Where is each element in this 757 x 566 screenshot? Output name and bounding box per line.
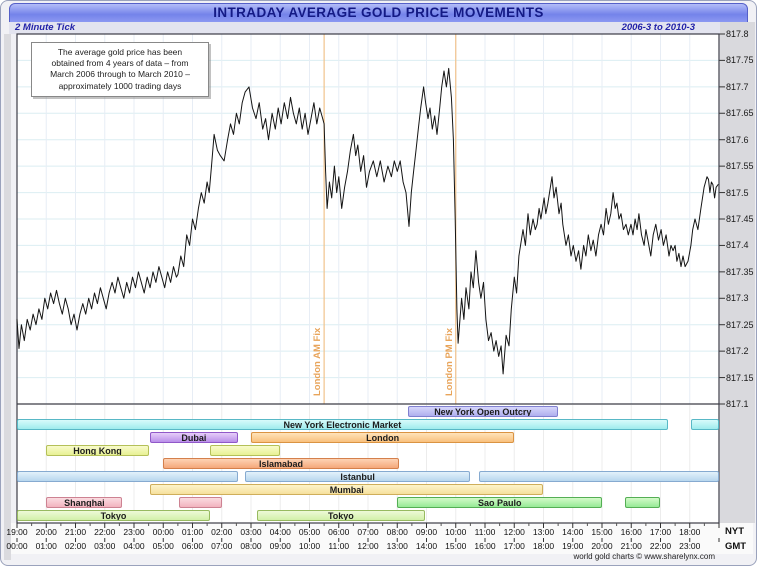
session-bar-islamabad: Islamabad [163, 458, 399, 469]
annotation-line: approximately 1000 trading days [58, 80, 182, 91]
x-tick-label-nyt: 12:00 [503, 527, 525, 537]
x-tick-label-nyt: 21:00 [64, 527, 87, 537]
y-tick-label: 817.65 [726, 108, 754, 119]
x-tick-label-gmt: 17:00 [503, 541, 525, 551]
fix-line-label: London PM Fix [444, 327, 455, 396]
session-bar-tokyo: Tokyo [256, 510, 425, 521]
x-tick-label-nyt: 11:00 [474, 527, 496, 537]
y-tick-label: 817.5 [726, 187, 749, 198]
y-tick-label: 817.55 [726, 161, 754, 172]
x-tick-label-gmt: 04:00 [123, 541, 145, 551]
x-tick-label-nyt: 05:00 [298, 527, 321, 537]
x-tick-label-nyt: 04:00 [269, 527, 291, 537]
x-tick-label-nyt: 13:00 [532, 527, 555, 537]
session-bar-dubai: Dubai [150, 432, 238, 443]
y-tick-label: 817.75 [726, 55, 754, 66]
session-bar-istanbul [17, 471, 238, 482]
x-tick-label-nyt: 15:00 [591, 527, 613, 537]
annotation-line: obtained from 4 years of data – from [51, 58, 189, 69]
annotation-line: March 2006 through to March 2010 – [50, 69, 190, 80]
nyt-axis-unit: NYT [725, 526, 744, 537]
x-tick-label-gmt: 15:00 [445, 541, 467, 551]
x-tick-label-gmt: 03:00 [94, 541, 116, 551]
x-tick-label-gmt: 01:00 [35, 541, 57, 551]
gmt-axis-unit: GMT [725, 541, 747, 552]
x-tick-label-gmt: 09:00 [269, 541, 291, 551]
subheader-strip [9, 22, 748, 34]
x-tick-label-nyt: 14:00 [562, 527, 584, 537]
x-tick-label-gmt: 21:00 [620, 541, 642, 551]
session-bar-london: London [251, 432, 515, 443]
x-tick-label-gmt: 08:00 [240, 541, 262, 551]
session-bar-shanghai [179, 497, 222, 508]
x-tick-label-nyt: 23:00 [123, 527, 145, 537]
session-bar-mumbai: Mumbai [150, 484, 544, 495]
x-tick-label-nyt: 02:00 [211, 527, 233, 537]
x-tick-label-nyt: 07:00 [357, 527, 379, 537]
left-margin-strip [4, 34, 11, 560]
x-tick-label-gmt: 23:00 [679, 541, 701, 551]
x-tick-label-nyt: 09:00 [415, 527, 438, 537]
x-tick-label-gmt: 02:00 [64, 541, 87, 551]
x-tick-label-gmt: 10:00 [298, 541, 321, 551]
session-bar-hong-kong: Hong Kong [46, 445, 149, 456]
x-tick-label-nyt: 19:00 [6, 527, 28, 537]
session-bar-istanbul [479, 471, 719, 482]
x-tick-label-nyt: 03:00 [240, 527, 262, 537]
x-tick-label-gmt: 22:00 [649, 541, 672, 551]
x-tick-label-gmt: 07:00 [211, 541, 233, 551]
x-tick-label-gmt: 18:00 [532, 541, 555, 551]
x-tick-label-nyt: 17:00 [649, 527, 672, 537]
session-bar-tokyo: Tokyo [17, 510, 210, 521]
x-tick-label-gmt: 20:00 [591, 541, 613, 551]
y-tick-label: 817.15 [726, 372, 754, 383]
x-tick-label-gmt: 00:00 [6, 541, 28, 551]
y-tick-label: 817.1 [726, 399, 749, 409]
x-tick-label-nyt: 18:00 [679, 527, 701, 537]
y-tick-label: 817.8 [726, 29, 749, 39]
x-axis-area [11, 523, 753, 554]
fix-line-label: London AM Fix [312, 327, 323, 396]
annotation-box: The average gold price has been obtained… [31, 42, 209, 97]
session-bar-new-york-open-outcry: New York Open Outcry [407, 406, 559, 417]
price-line [16, 67, 719, 375]
session-bar-sao-paulo [625, 497, 661, 508]
session-bar-new-york-electronic-market: New York Electronic Market [17, 419, 668, 430]
session-bar-sao-paulo: Sao Paulo [397, 497, 603, 508]
tick-interval-label: 2 Minute Tick [15, 22, 76, 33]
x-tick-label-nyt: 22:00 [94, 527, 116, 537]
annotation-line: The average gold price has been [57, 47, 183, 57]
x-tick-label-nyt: 08:00 [386, 527, 408, 537]
y-tick-label: 817.35 [726, 266, 754, 277]
y-tick-label: 817.7 [726, 81, 749, 92]
x-tick-label-nyt: 16:00 [620, 527, 642, 537]
y-tick-label: 817.6 [726, 134, 749, 145]
x-tick-label-gmt: 06:00 [181, 541, 204, 551]
y-tick-label: 817.3 [726, 293, 749, 304]
x-tick-label-gmt: 19:00 [562, 541, 584, 551]
x-tick-label-nyt: 10:00 [445, 527, 467, 537]
y-tick-label: 817.25 [726, 319, 754, 330]
y-tick-label: 817.4 [726, 240, 749, 251]
x-tick-label-gmt: 13:00 [386, 541, 408, 551]
x-tick-label-gmt: 05:00 [152, 541, 174, 551]
x-tick-label-gmt: 16:00 [474, 541, 496, 551]
x-tick-label-nyt: 00:00 [152, 527, 174, 537]
date-range-label: 2006-3 to 2010-3 [621, 22, 695, 33]
y-tick-label: 817.2 [726, 346, 749, 357]
session-bar-shanghai: Shanghai [46, 497, 123, 508]
session-bar-hong-kong [210, 445, 281, 456]
x-tick-label-nyt: 20:00 [35, 527, 57, 537]
session-bar-new-york-electronic-market [691, 419, 719, 430]
x-tick-label-nyt: 01:00 [181, 527, 204, 537]
credit-text: world gold charts © www.sharelynx.com [573, 552, 716, 561]
x-tick-label-gmt: 12:00 [357, 541, 379, 551]
session-bar-istanbul: Istanbul [245, 471, 471, 482]
y-axis-panel [720, 22, 755, 523]
y-tick-label: 817.45 [726, 214, 754, 224]
x-tick-label-gmt: 11:00 [328, 541, 350, 551]
x-tick-label-nyt: 06:00 [328, 527, 350, 537]
x-tick-label-gmt: 14:00 [415, 541, 438, 551]
